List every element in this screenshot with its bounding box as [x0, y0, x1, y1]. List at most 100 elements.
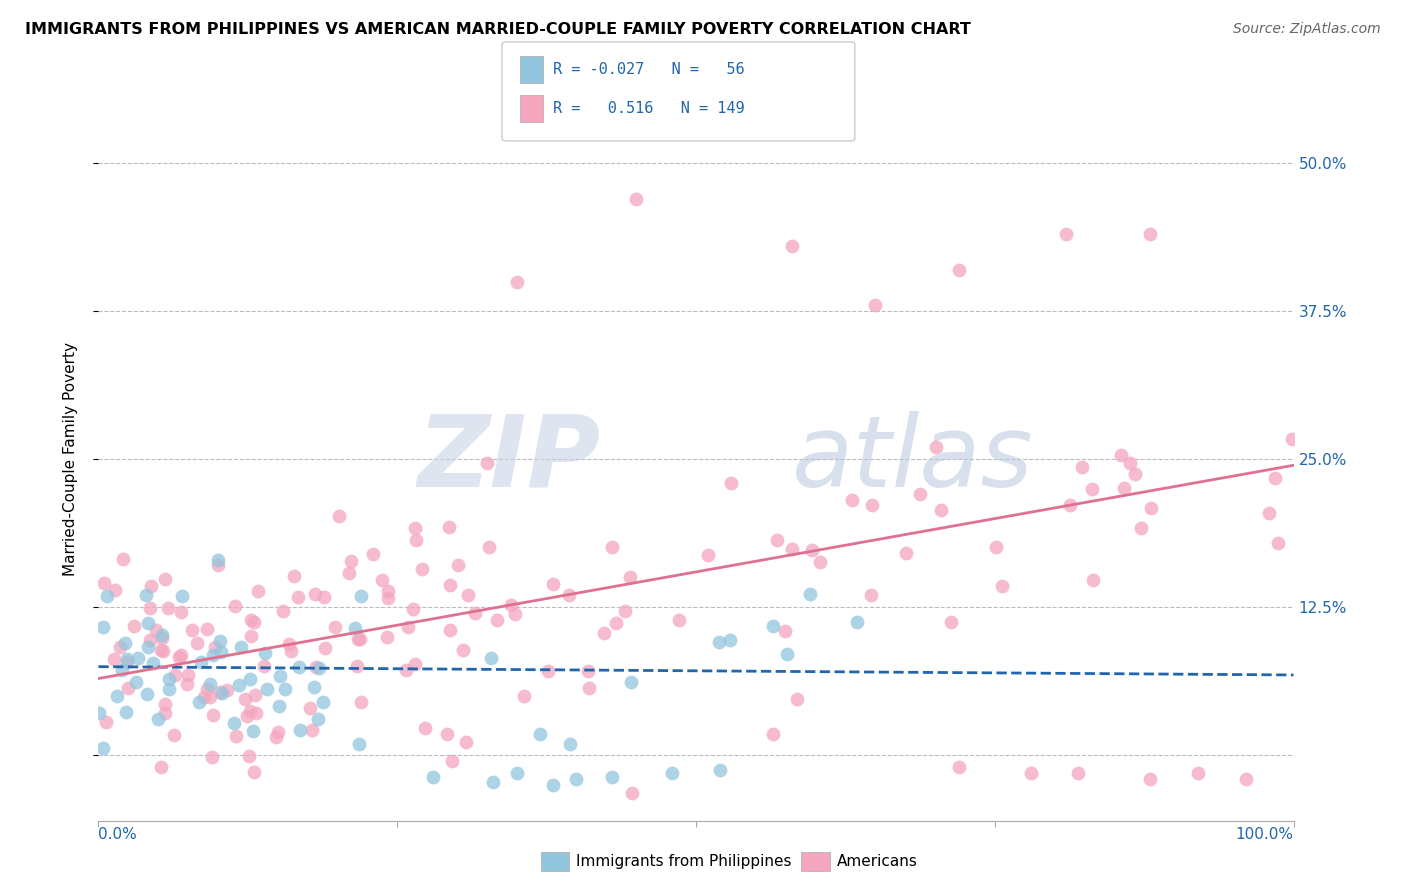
Point — [347, 632, 370, 647]
Point — [1056, 227, 1078, 242]
Point — [87, 706, 110, 721]
Point — [115, 656, 138, 670]
Point — [208, 634, 231, 648]
Point — [395, 663, 418, 677]
Point — [117, 652, 139, 666]
Point — [136, 640, 159, 654]
Point — [668, 613, 690, 627]
Point — [396, 620, 419, 634]
Point — [127, 651, 149, 665]
Point — [346, 659, 368, 673]
Point — [941, 615, 963, 629]
Point — [799, 587, 821, 601]
Point — [948, 263, 970, 277]
Point — [1123, 467, 1146, 481]
Point — [447, 558, 470, 573]
Point — [620, 785, 643, 799]
Point — [225, 729, 247, 743]
Point — [91, 740, 114, 755]
Point — [190, 655, 212, 669]
Point — [136, 687, 159, 701]
Point — [600, 540, 623, 554]
Text: 0.0%: 0.0% — [98, 827, 138, 841]
Point — [323, 619, 346, 633]
Point — [370, 573, 392, 587]
Point — [513, 689, 536, 703]
Point — [240, 613, 263, 627]
Point — [475, 456, 498, 470]
Point — [197, 681, 219, 696]
Point — [186, 636, 208, 650]
Point — [243, 615, 266, 629]
Point — [208, 684, 231, 698]
Point — [104, 583, 127, 598]
Point — [801, 543, 824, 558]
Point — [377, 591, 399, 605]
Point — [314, 641, 336, 656]
Point — [239, 704, 262, 718]
Y-axis label: Married-Couple Family Poverty: Married-Couple Family Poverty — [63, 343, 77, 576]
Point — [347, 738, 370, 752]
Point — [167, 650, 190, 665]
Point — [111, 552, 134, 566]
Point — [1258, 506, 1281, 520]
Point — [288, 723, 311, 738]
Point — [948, 760, 970, 774]
Point — [93, 576, 115, 591]
Point — [224, 716, 246, 731]
Point — [541, 778, 564, 792]
Point — [439, 624, 461, 638]
Point — [283, 569, 305, 583]
Point — [846, 615, 869, 629]
Point — [457, 588, 479, 602]
Point — [328, 508, 350, 523]
Point — [775, 624, 797, 638]
Point — [841, 492, 863, 507]
Point — [765, 533, 787, 548]
Point — [780, 239, 803, 253]
Point — [343, 621, 366, 635]
Point — [202, 648, 225, 662]
Point — [139, 600, 162, 615]
Point — [271, 604, 294, 618]
Point — [165, 668, 187, 682]
Point — [269, 699, 291, 714]
Point — [340, 554, 363, 568]
Point — [146, 712, 169, 726]
Point — [1234, 772, 1257, 787]
Point — [337, 566, 360, 580]
Point — [114, 705, 136, 719]
Point — [256, 682, 278, 697]
Point — [153, 706, 176, 720]
Point — [991, 579, 1014, 593]
Point — [464, 607, 486, 621]
Point — [501, 598, 523, 612]
Point — [287, 590, 309, 604]
Point — [103, 652, 125, 666]
Point — [986, 540, 1008, 554]
Point — [350, 589, 373, 603]
Point — [245, 706, 267, 720]
Point — [1067, 766, 1090, 780]
Point — [405, 533, 427, 547]
Point — [152, 644, 174, 658]
Point — [1187, 766, 1209, 780]
Text: IMMIGRANTS FROM PHILIPPINES VS AMERICAN MARRIED-COUPLE FAMILY POVERTY CORRELATIO: IMMIGRANTS FROM PHILIPPINES VS AMERICAN … — [25, 22, 972, 37]
Point — [150, 631, 173, 645]
Point — [481, 774, 505, 789]
Point — [204, 640, 226, 655]
Point — [274, 682, 297, 697]
Point — [1081, 573, 1104, 587]
Point — [1109, 449, 1132, 463]
Point — [139, 579, 162, 593]
Point — [578, 681, 600, 695]
Point — [925, 440, 948, 454]
Point — [437, 520, 460, 534]
Point — [1118, 456, 1140, 470]
Point — [565, 772, 588, 787]
Point — [1071, 460, 1094, 475]
Point — [776, 648, 799, 662]
Point — [149, 643, 172, 657]
Point — [377, 583, 399, 598]
Point — [157, 672, 180, 686]
